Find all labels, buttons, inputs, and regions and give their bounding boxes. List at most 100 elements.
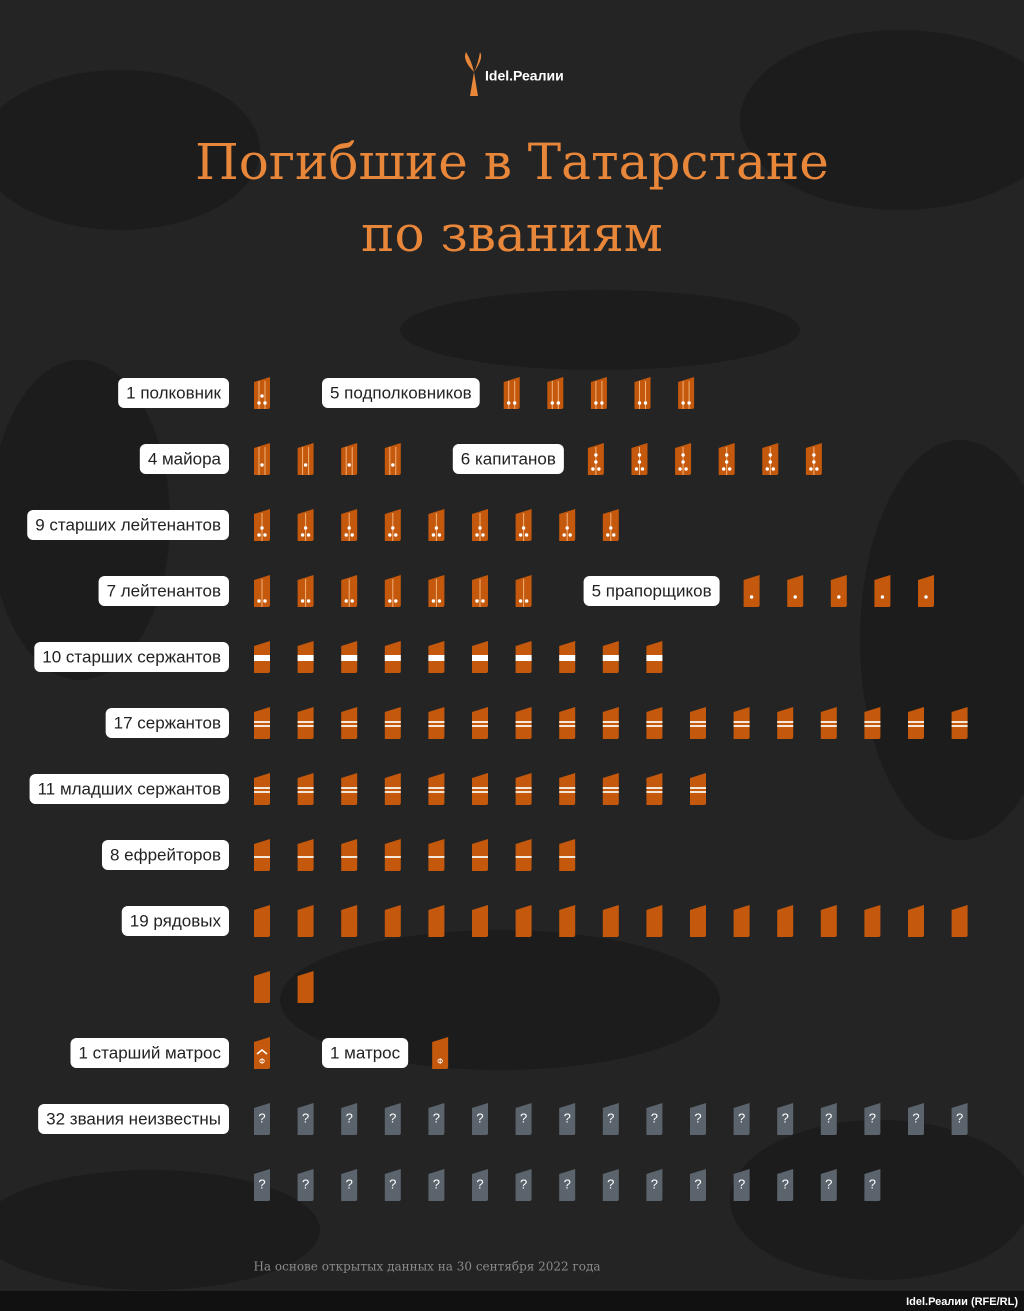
insignia-glyph: ? xyxy=(389,1176,396,1191)
insignia-bar xyxy=(254,791,270,793)
insignia-bar xyxy=(341,787,358,789)
insignia xyxy=(384,839,401,871)
insignia-star xyxy=(591,467,595,471)
insignia xyxy=(341,773,358,805)
insignia-shape xyxy=(559,1103,576,1135)
insignia xyxy=(820,905,837,937)
insignia xyxy=(646,905,663,937)
insignia: ? xyxy=(646,1103,663,1135)
insignia-shape xyxy=(951,905,968,937)
insignia-glyph: ? xyxy=(694,1110,701,1125)
pictogram: 1 полковник 5 подполковников 4 майора 6 кап… xyxy=(27,377,968,1201)
insignia-star xyxy=(344,599,348,603)
insignia: ? xyxy=(951,1103,968,1135)
insignia-shape xyxy=(503,377,520,409)
insignia-shape xyxy=(690,1169,706,1201)
insignia xyxy=(297,839,314,871)
insignia-shape xyxy=(743,575,760,607)
insignia-bar xyxy=(384,725,401,727)
insignia-star xyxy=(347,463,351,467)
insignia: ? xyxy=(428,1103,445,1135)
insignia: ? xyxy=(254,1169,270,1201)
insignia-anchor xyxy=(256,1049,268,1055)
insignia-shape xyxy=(559,1169,576,1201)
insignia-glyph: ? xyxy=(825,1110,832,1125)
insignia-glyph: ? xyxy=(738,1176,745,1191)
insignia: ? xyxy=(384,1103,401,1135)
insignia-star xyxy=(350,599,354,603)
insignia-bar xyxy=(297,725,314,727)
insignia xyxy=(718,443,735,475)
rank-label-box xyxy=(98,576,229,606)
insignia-star xyxy=(521,526,526,530)
insignia-bar xyxy=(515,725,532,727)
insignia xyxy=(602,707,619,739)
rank-label: 17 сержантов xyxy=(114,713,221,732)
insignia xyxy=(341,575,358,607)
insignia-glyph: Ф xyxy=(437,1057,443,1066)
insignia-star xyxy=(837,595,841,599)
insignia: ? xyxy=(428,1169,445,1201)
insignia-bar xyxy=(254,655,270,661)
insignia-star xyxy=(524,533,529,537)
insignia-bar xyxy=(297,856,314,858)
insignia-shape xyxy=(341,905,358,937)
insignia xyxy=(297,707,314,739)
insignia-shape xyxy=(432,1037,449,1069)
insignia: ? xyxy=(690,1169,706,1201)
insignia: ? xyxy=(820,1169,837,1201)
insignia-shape xyxy=(515,1103,532,1135)
insignia-glyph: ? xyxy=(302,1176,309,1191)
insignia xyxy=(297,641,314,673)
insignia xyxy=(690,905,706,937)
insignia-shape xyxy=(777,905,794,937)
insignia-glyph: ? xyxy=(782,1110,789,1125)
insignia xyxy=(805,443,822,475)
insignia-bar xyxy=(384,856,401,858)
insignia-star xyxy=(727,467,732,471)
insignia-star xyxy=(597,467,601,471)
insignia: ? xyxy=(341,1103,358,1135)
insignia-star xyxy=(678,467,682,471)
insignia-bar xyxy=(254,787,270,789)
insignia-star xyxy=(562,533,566,537)
insignia-glyph: Ф xyxy=(259,1057,265,1066)
insignia-star xyxy=(300,533,305,537)
rank-label: 1 полковник xyxy=(126,383,221,402)
insignia-glyph: ? xyxy=(607,1176,614,1191)
insignia-shape xyxy=(547,377,564,409)
insignia-glyph: ? xyxy=(956,1110,963,1125)
insignia: ? xyxy=(690,1103,706,1135)
insignia-shape xyxy=(515,905,532,937)
rank-label-box xyxy=(118,378,229,408)
insignia-shape xyxy=(254,443,270,475)
insignia xyxy=(254,443,270,475)
insignia xyxy=(341,443,358,475)
insignia-bar xyxy=(864,721,881,723)
insignia-star xyxy=(478,526,482,530)
insignia xyxy=(254,641,270,673)
insignia-shape xyxy=(254,377,270,409)
insignia xyxy=(908,905,924,937)
insignia-bar xyxy=(602,655,619,661)
insignia-shape xyxy=(602,1169,619,1201)
insignia-star xyxy=(257,533,261,537)
insignia xyxy=(384,773,401,805)
insignia xyxy=(341,641,358,673)
insignia xyxy=(472,905,488,937)
insignia-shape xyxy=(341,1103,358,1135)
insignia-star xyxy=(391,526,395,530)
insignia-shape xyxy=(254,971,270,1003)
insignia: ? xyxy=(515,1103,532,1135)
insignia-shape xyxy=(646,1103,663,1135)
insignia-bar xyxy=(733,721,750,723)
insignia-shape xyxy=(254,1169,270,1201)
insignia-star xyxy=(388,533,392,537)
insignia-bar xyxy=(384,721,401,723)
insignia-bar xyxy=(384,791,401,793)
insignia-shape xyxy=(254,1037,270,1069)
insignia-glyph: ? xyxy=(782,1176,789,1191)
insignia-star xyxy=(394,533,398,537)
insignia-star xyxy=(749,595,754,599)
insignia xyxy=(777,707,794,739)
